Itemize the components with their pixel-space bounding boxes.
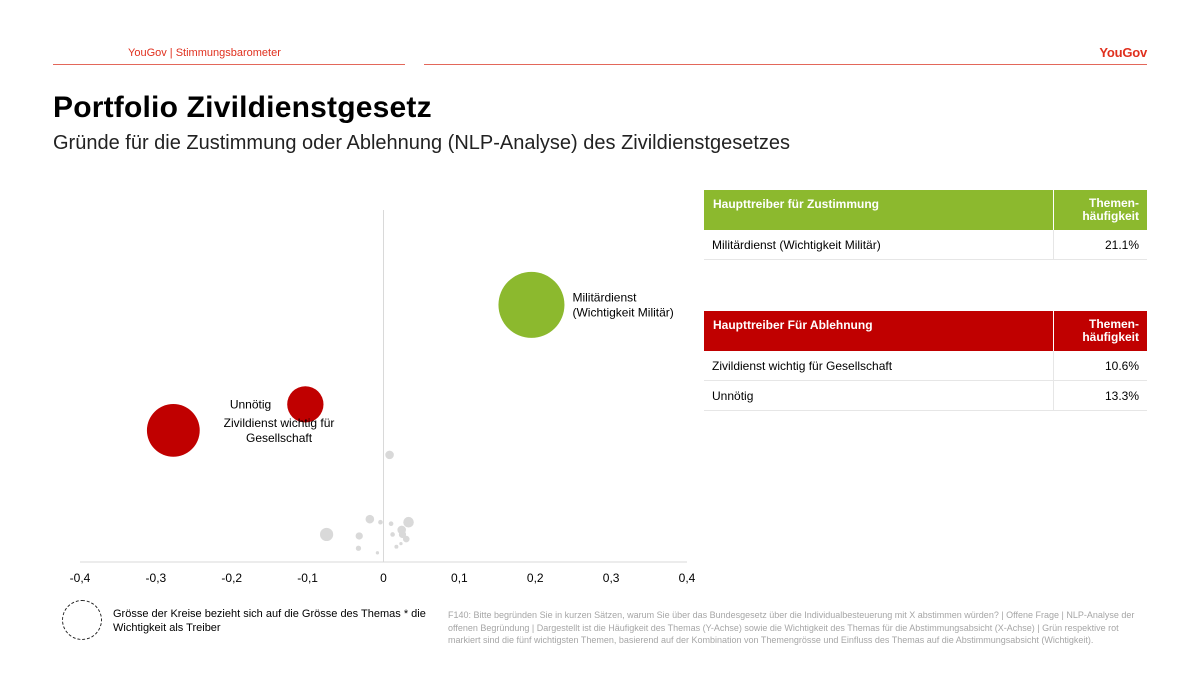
approval-header-label: Haupttreiber für Zustimmung	[704, 190, 1054, 230]
topic-point	[394, 544, 399, 549]
highlight-label: Militärdienst (Wichtigkeit Militär)	[572, 290, 673, 319]
row-label: Unnötig	[704, 381, 1054, 410]
highlight-label: Unnötig	[230, 397, 271, 411]
page-title: Portfolio Zivildienstgesetz	[53, 91, 432, 124]
header-title: YouGov | Stimmungsbarometer	[128, 47, 281, 59]
table-row: Unnötig 13.3%	[704, 381, 1147, 411]
x-tick-label: -0,1	[297, 571, 318, 585]
scatter-chart: -0,4 -0,3 -0,2 -0,1 0 0,1 0,2 0,3 0,4 Militärdien…	[70, 210, 696, 585]
approval-header-value: Themen-häufigkeit	[1082, 196, 1139, 223]
topic-point	[365, 514, 375, 524]
rejection-header-value: Themen-häufigkeit	[1082, 317, 1139, 344]
x-tick-label: 0,3	[603, 571, 620, 585]
approval-table: Haupttreiber für Zustimmung Themen-häufi…	[704, 190, 1147, 260]
table-row: Zivildienst wichtig für Gesellschaft 10.6…	[704, 351, 1147, 381]
x-tick-label: -0,4	[70, 571, 91, 585]
x-tick-label: -0,2	[221, 571, 242, 585]
page-subtitle: Gründe für die Zustimmung oder Ablehnung…	[53, 132, 791, 154]
highlight-point	[498, 271, 565, 338]
highlight-point	[146, 403, 200, 457]
approval-table-header: Haupttreiber für Zustimmung Themen-häufi…	[704, 190, 1147, 230]
header-divider-right	[424, 64, 1147, 65]
topic-point	[319, 527, 334, 542]
rejection-table-header: Haupttreiber Für Ablehnung Themen-häufig…	[704, 311, 1147, 351]
topic-point	[355, 545, 362, 551]
topic-point	[355, 532, 363, 540]
row-value: 13.3%	[1104, 388, 1139, 403]
x-tick-label: 0	[380, 571, 387, 585]
topic-point	[399, 541, 403, 546]
rejection-header-label: Haupttreiber Für Ablehnung	[704, 311, 1054, 351]
topic-point	[388, 521, 394, 527]
topic-point	[385, 450, 394, 460]
table-row: Militärdienst (Wichtigkeit Militär) 21.1%	[704, 230, 1147, 260]
topic-point	[390, 532, 395, 537]
x-tick-label: 0,4	[679, 571, 696, 585]
size-legend-circle	[62, 600, 102, 640]
yougov-logo: YouGov	[1099, 45, 1147, 60]
highlight-point	[287, 386, 324, 423]
row-value: 21.1%	[1104, 237, 1139, 252]
x-tick-label: -0,3	[146, 571, 167, 585]
topic-point	[375, 551, 380, 555]
header-divider-left	[53, 64, 405, 65]
x-tick-label: 0,2	[527, 571, 544, 585]
x-tick-label: 0,1	[451, 571, 468, 585]
row-label: Militärdienst (Wichtigkeit Militär)	[704, 230, 1054, 259]
row-value: 10.6%	[1104, 358, 1139, 373]
topic-point	[403, 516, 414, 528]
row-label: Zivildienst wichtig für Gesellschaft	[704, 351, 1054, 380]
rejection-table: Haupttreiber Für Ablehnung Themen-häufig…	[704, 311, 1147, 411]
highlight-label: Zivildienst wichtig für Gesellschaft	[224, 416, 335, 445]
topic-point	[402, 535, 410, 543]
topic-point	[378, 519, 383, 525]
footnote: F140: Bitte begründen Sie in kurzen Sätz…	[448, 610, 1135, 645]
size-legend-text: Grösse der Kreise bezieht sich auf die G…	[113, 608, 426, 634]
topic-point	[398, 530, 407, 539]
